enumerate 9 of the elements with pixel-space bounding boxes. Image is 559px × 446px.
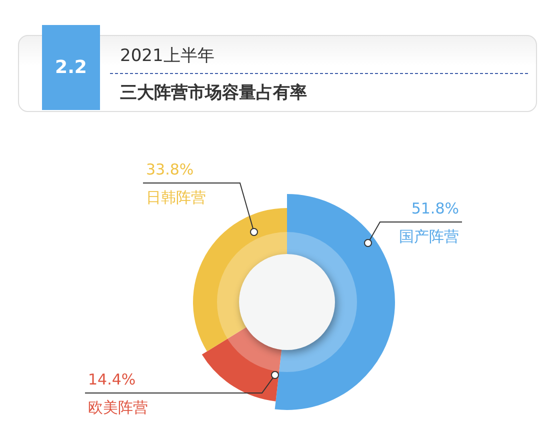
chart-title: 2021上半年 <box>120 45 214 67</box>
chart-subtitle: 三大阵营市场容量占有率 <box>120 82 307 104</box>
slice-label: 国产阵营 <box>399 227 459 246</box>
data-label: 14.4% <box>88 370 136 388</box>
data-label: 51.8% <box>411 199 459 218</box>
text: 2.2 <box>42 25 100 110</box>
data-label: 33.8% <box>146 160 194 178</box>
slice-label: 日韩阵营 <box>146 188 206 206</box>
slice-label: 欧美阵营 <box>88 398 148 416</box>
